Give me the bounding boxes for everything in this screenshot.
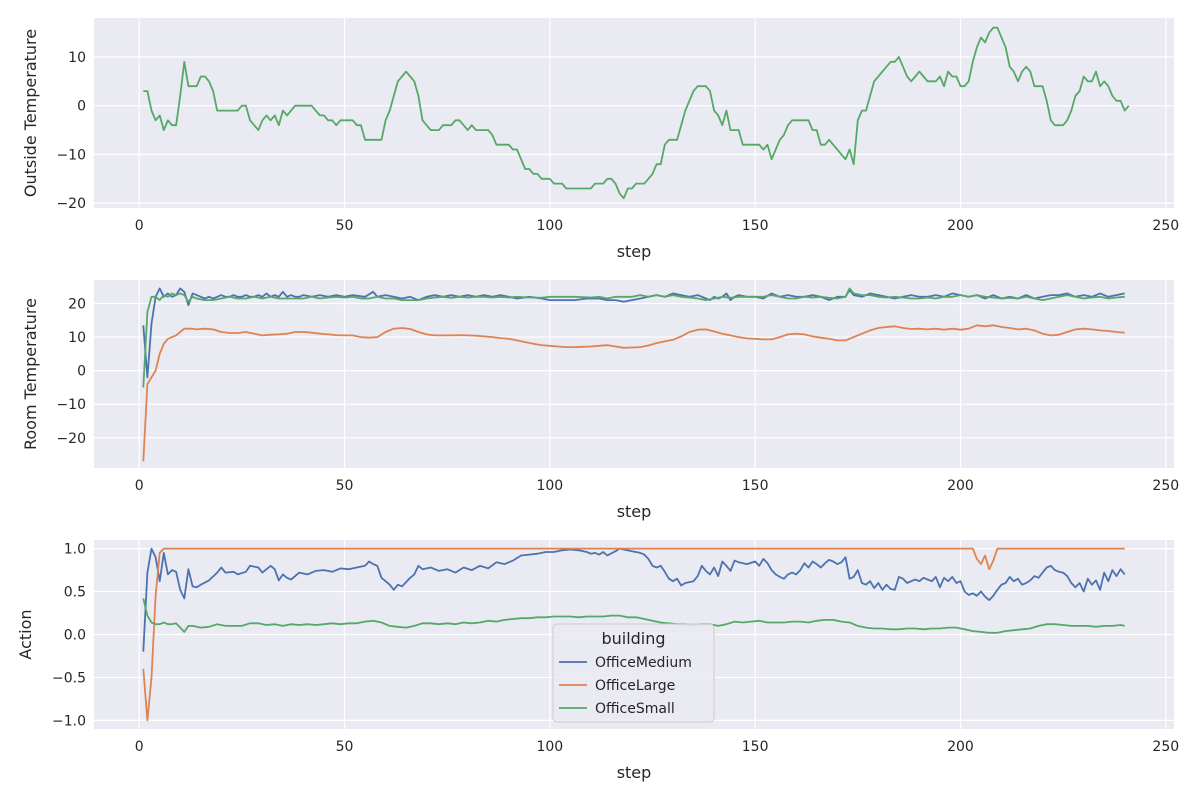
legend-label-OfficeLarge: OfficeLarge xyxy=(595,678,675,694)
plot-area xyxy=(94,280,1174,468)
y-tick-label: −20 xyxy=(56,196,86,212)
x-tick-label: 200 xyxy=(947,739,974,755)
legend-title: building xyxy=(601,629,665,648)
plot-area xyxy=(94,18,1174,208)
x-tick-label: 100 xyxy=(536,478,563,494)
series-line-OfficeLarge xyxy=(142,324,1125,462)
x-axis-label: step xyxy=(617,242,652,261)
x-tick-label: 200 xyxy=(947,478,974,494)
series-line-OfficeSmall xyxy=(142,287,1125,388)
x-tick-label: 200 xyxy=(947,218,974,234)
x-tick-label: 50 xyxy=(336,478,354,494)
legend-box xyxy=(552,623,715,723)
y-tick-label: −0.5 xyxy=(52,670,86,686)
x-tick-label: 0 xyxy=(135,478,144,494)
y-axis-label: Action xyxy=(16,609,35,659)
y-tick-label: −1.0 xyxy=(52,713,86,729)
y-tick-label: 0.5 xyxy=(64,585,86,601)
x-tick-label: 250 xyxy=(1152,218,1179,234)
chart-panel-action: 0 50 100 150 200 250 −1.0 −0.5 0.0 0.5 1.0 step Acti… xyxy=(16,540,1179,782)
x-tick-label: 50 xyxy=(336,739,354,755)
y-tick-label: 1.0 xyxy=(64,542,86,558)
x-tick-label: 150 xyxy=(742,218,769,234)
y-tick-label: −10 xyxy=(56,147,86,163)
series-line-OfficeSmall xyxy=(143,26,1130,200)
x-tick-label: 0 xyxy=(135,739,144,755)
series-line-OfficeMedium xyxy=(142,287,1125,379)
y-tick-label: 10 xyxy=(68,50,86,66)
x-tick-label: 100 xyxy=(536,739,563,755)
y-tick-label: 0.0 xyxy=(64,628,86,644)
legend: building OfficeMedium OfficeLarge OfficeSma… xyxy=(552,623,715,723)
y-tick-label: −20 xyxy=(56,431,86,447)
series-line-OfficeLarge xyxy=(142,547,1125,722)
legend-label-OfficeSmall: OfficeSmall xyxy=(595,701,675,717)
y-tick-label: 0 xyxy=(77,99,86,115)
x-axis-label: step xyxy=(617,763,652,782)
chart-panel-room: 0 50 100 150 200 250 −20 −10 0 10 20 step Room Tempe… xyxy=(21,280,1179,521)
x-tick-label: 250 xyxy=(1152,739,1179,755)
series-line-OfficeSmall xyxy=(142,598,1125,634)
chart-panel-outside: 0 50 100 150 200 250 −20 −10 0 10 step Outside Temp… xyxy=(21,18,1179,261)
x-tick-label: 50 xyxy=(336,218,354,234)
y-axis-label: Room Temperature xyxy=(21,298,40,450)
x-tick-label: 150 xyxy=(742,739,769,755)
x-tick-label: 150 xyxy=(742,478,769,494)
legend-label-OfficeMedium: OfficeMedium xyxy=(595,655,692,671)
x-tick-label: 0 xyxy=(135,218,144,234)
y-axis-label: Outside Temperature xyxy=(21,29,40,197)
y-tick-label: −10 xyxy=(56,397,86,413)
y-tick-label: 0 xyxy=(77,364,86,380)
y-tick-label: 10 xyxy=(68,330,86,346)
x-axis-label: step xyxy=(617,502,652,521)
y-tick-label: 20 xyxy=(68,297,86,313)
series-line-OfficeMedium xyxy=(142,547,1126,652)
x-tick-label: 100 xyxy=(536,218,563,234)
x-tick-label: 250 xyxy=(1152,478,1179,494)
